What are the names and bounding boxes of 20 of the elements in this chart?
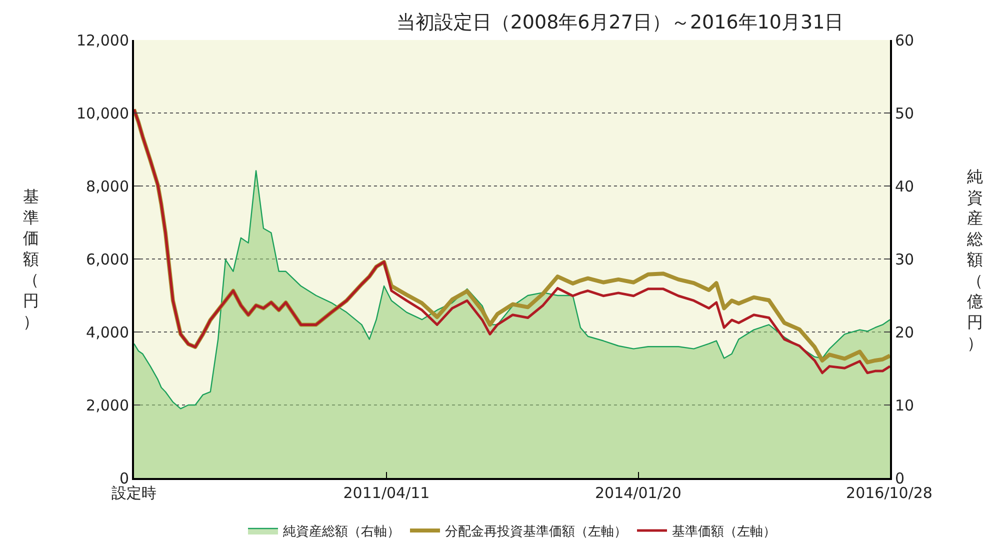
y-tick-label: 6,000: [86, 250, 129, 268]
y2-tick-label: 10: [895, 396, 914, 414]
legend-label: 分配金再投資基準価額（左軸）: [445, 524, 627, 540]
y2-tick-label: 60: [895, 31, 914, 50]
y-axis-title: 基準価額（円）: [23, 187, 39, 331]
chart-title: 当初設定日（2008年6月27日）～2016年10月31日: [396, 12, 844, 34]
text: 純資産総額（億円）: [967, 167, 983, 352]
y-tick-label: 12,000: [76, 31, 129, 50]
y-tick-label: 4,000: [86, 323, 129, 342]
y-tick-label: 2,000: [86, 396, 129, 414]
legend-label: 基準価額（左軸）: [672, 524, 776, 540]
x-tick-label: 2014/01/20: [595, 484, 682, 502]
y2-tick-label: 30: [895, 250, 914, 268]
y-tick-label: 10,000: [76, 104, 129, 122]
y2-tick-label: 40: [895, 177, 914, 196]
legend-label: 純資産総額（右軸）: [283, 524, 400, 540]
y2-tick-label: 20: [895, 323, 914, 342]
y2-tick-label: 50: [895, 104, 914, 122]
x-tick-label: 2011/04/11: [343, 484, 430, 502]
y-tick-label: 8,000: [86, 177, 129, 196]
